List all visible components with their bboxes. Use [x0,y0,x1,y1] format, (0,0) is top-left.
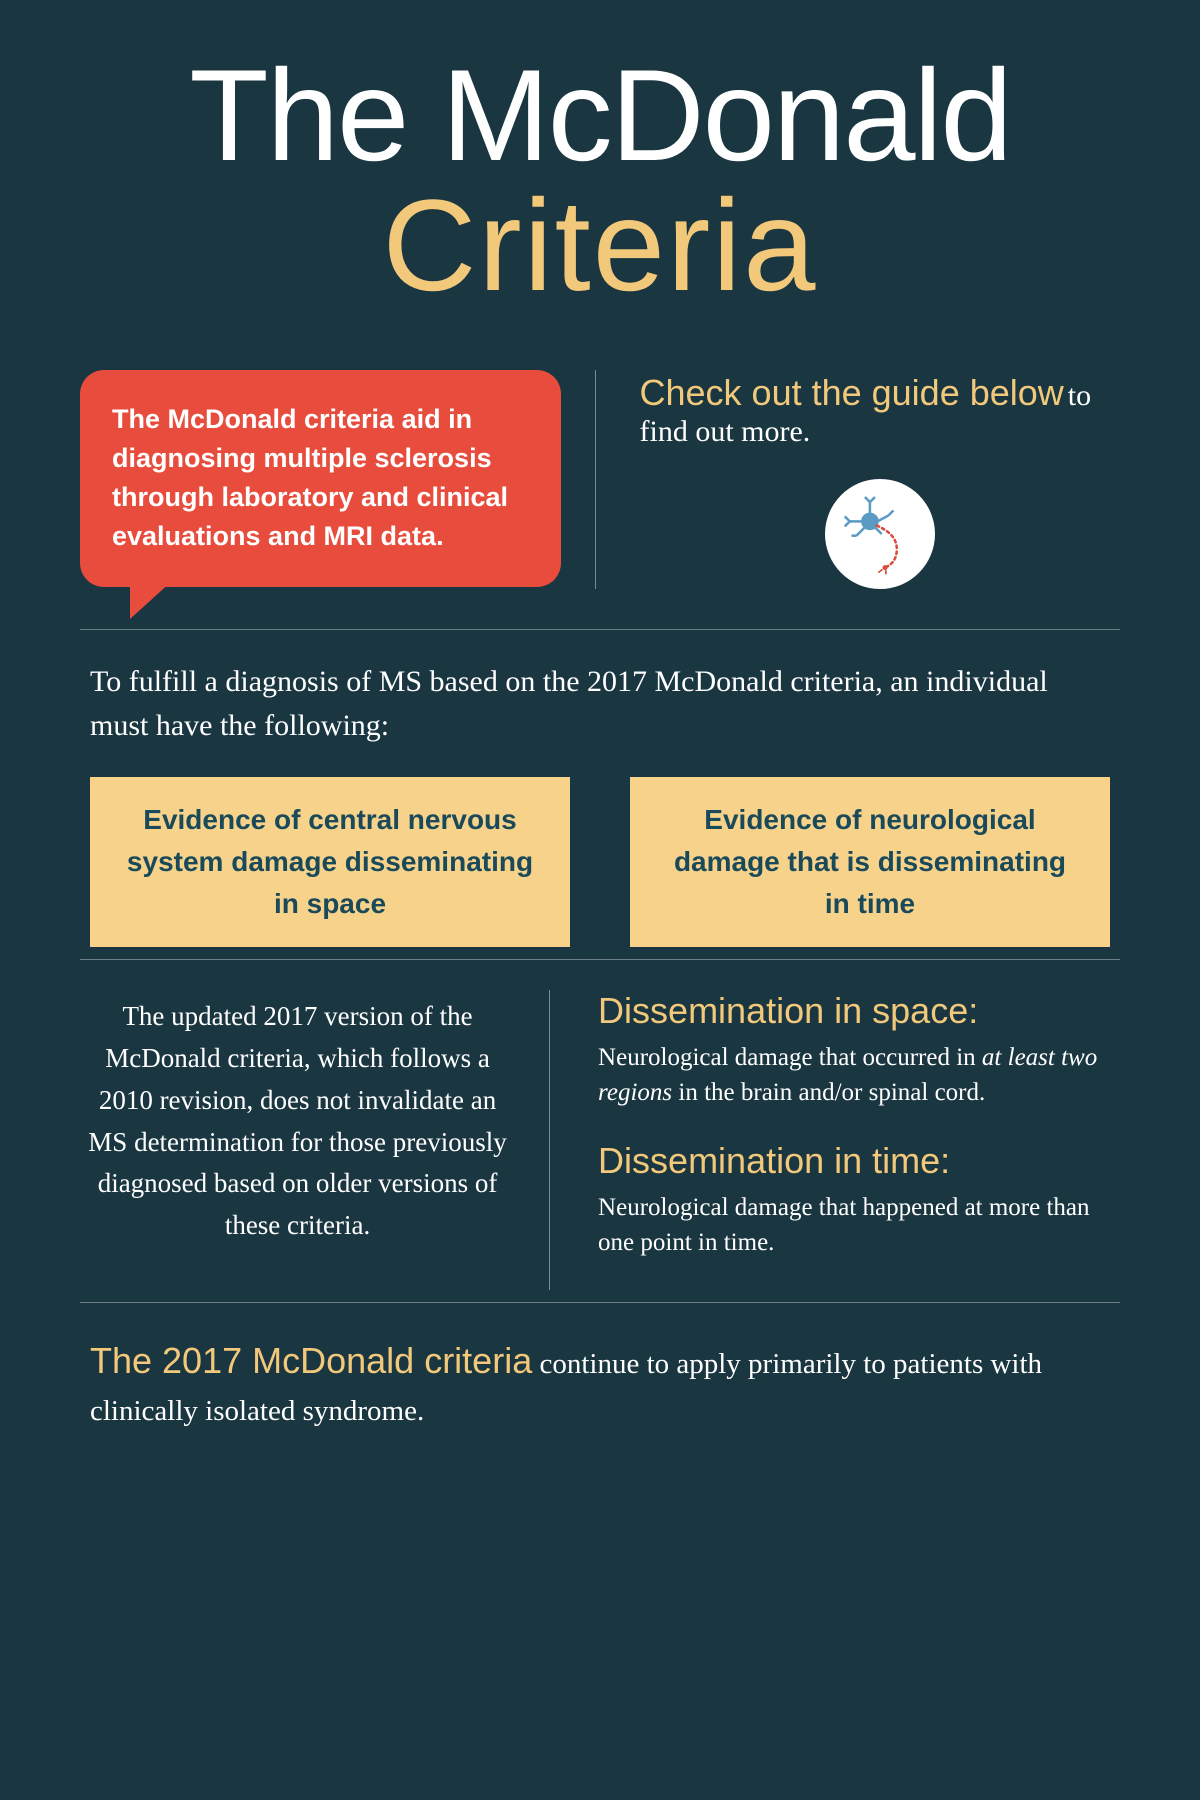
vertical-divider [549,990,550,1290]
guide-callout: Check out the guide below to find out mo… [630,370,1121,589]
def-time-pre: Neurological damage that happened at mor… [598,1194,1089,1256]
neuron-icon [825,479,935,589]
diagnosis-lead: To fulfill a diagnosis of MS based on th… [90,660,1110,747]
speech-bubble: The McDonald criteria aid in diagnosing … [80,370,561,587]
page-title: The McDonald Criteria [80,40,1120,320]
intro-row: The McDonald criteria aid in diagnosing … [80,370,1120,589]
definitions: Dissemination in space: Neurological dam… [584,990,1120,1290]
def-space-post: in the brain and/or spinal cord. [672,1079,985,1106]
divider [80,959,1120,960]
vertical-divider [595,370,596,589]
def-space-pre: Neurological damage that occurred in [598,1044,982,1071]
version-note: The updated 2017 version of the McDonald… [80,990,515,1290]
speech-bubble-text: The McDonald criteria aid in diagnosing … [80,370,561,587]
evidence-boxes: Evidence of central nervous system damag… [90,777,1110,947]
divider [80,1302,1120,1303]
def-time-body: Neurological damage that happened at mor… [598,1190,1120,1260]
divider [80,629,1120,630]
def-time-heading: Dissemination in time: [598,1140,1120,1182]
evidence-box-time: Evidence of neurological damage that is … [630,777,1110,947]
definitions-row: The updated 2017 version of the McDonald… [80,990,1120,1290]
bottom-lead: The 2017 McDonald criteria [90,1340,532,1381]
speech-bubble-tail [130,581,172,619]
bottom-paragraph: The 2017 McDonald criteria continue to a… [90,1333,1110,1434]
def-space-heading: Dissemination in space: [598,990,1120,1032]
def-space-body: Neurological damage that occurred in at … [598,1040,1120,1110]
title-line-2: Criteria [80,170,1120,320]
guide-heading: Check out the guide below [640,372,1064,413]
evidence-box-space: Evidence of central nervous system damag… [90,777,570,947]
title-line-1: The McDonald [80,40,1120,190]
